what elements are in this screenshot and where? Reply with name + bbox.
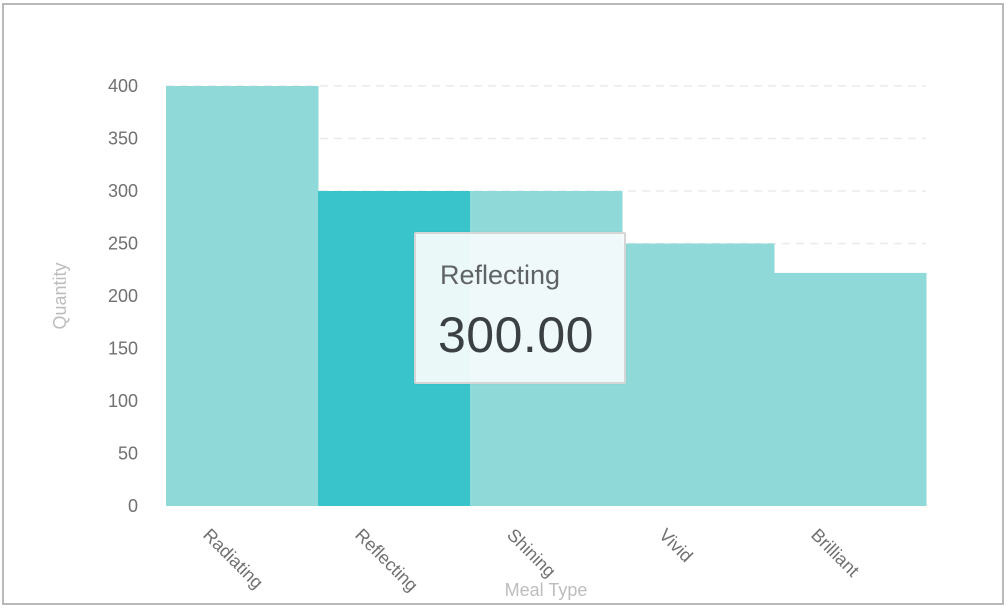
x-tick-label: Reflecting	[351, 525, 422, 596]
x-tick-label: Shining	[503, 525, 560, 582]
bar-vivid[interactable]	[622, 243, 775, 507]
tooltip: Reflecting 300.00	[414, 232, 626, 384]
tooltip-value: 300.00	[438, 307, 594, 363]
y-tick-label: 0	[128, 496, 138, 516]
y-tick-label: 100	[108, 391, 138, 411]
y-tick-label: 350	[108, 129, 138, 149]
y-axis-title: Quantity	[50, 262, 70, 329]
y-axis-ticks: 0 50 100 150 200 250 300 350 400	[108, 76, 138, 516]
tooltip-label: Reflecting	[440, 260, 561, 290]
x-tick-label: Brilliant	[807, 525, 863, 581]
y-tick-label: 200	[108, 286, 138, 306]
y-tick-label: 400	[108, 76, 138, 96]
bar-radiating[interactable]	[166, 86, 319, 506]
y-tick-label: 150	[108, 339, 138, 359]
y-tick-label: 50	[118, 444, 138, 464]
x-tick-label: Vivid	[655, 525, 697, 567]
y-tick-label: 250	[108, 234, 138, 254]
y-tick-label: 300	[108, 181, 138, 201]
x-tick-label: Radiating	[199, 525, 267, 593]
x-axis-title: Meal Type	[505, 580, 588, 600]
bar-brilliant[interactable]	[774, 272, 927, 506]
